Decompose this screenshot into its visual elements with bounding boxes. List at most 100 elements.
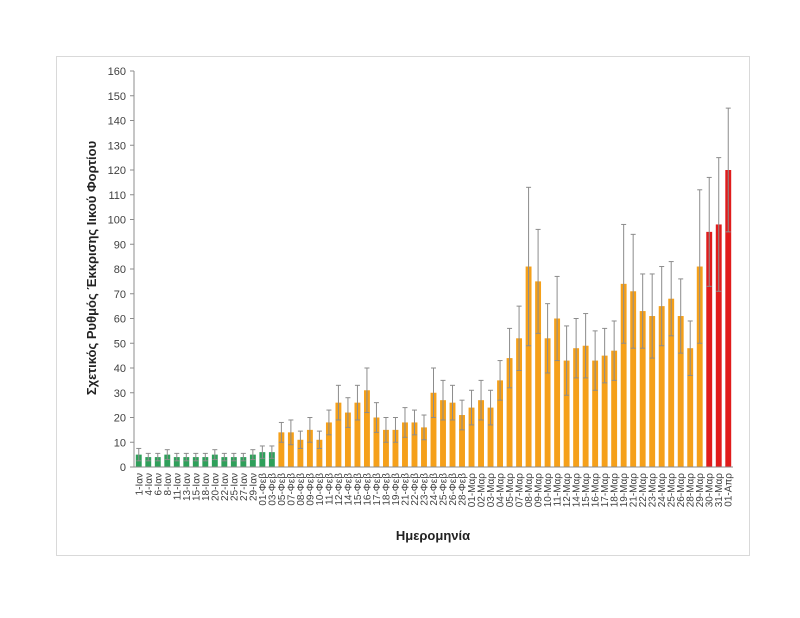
bar xyxy=(554,318,561,467)
x-tick-label: 03-Μαρ xyxy=(486,473,497,508)
bar xyxy=(268,452,275,467)
bar xyxy=(430,392,437,467)
bar xyxy=(668,298,675,467)
bar xyxy=(487,407,494,467)
y-tick-label: 120 xyxy=(108,165,126,177)
x-tick-label: 24-Φεβ xyxy=(429,473,440,506)
bar xyxy=(535,281,542,467)
x-tick-label: 28-Φεβ xyxy=(458,473,469,506)
x-tick-label: 22-Ιαν xyxy=(220,473,231,501)
x-tick-label: 05-Φεβ xyxy=(277,473,288,506)
x-tick-label: 22-Φεβ xyxy=(410,473,421,506)
bar xyxy=(611,350,618,467)
x-tick-label: 16-Μαρ xyxy=(591,473,602,508)
x-tick-label: 30-Μαρ xyxy=(705,473,716,508)
x-tick-label: 09-Μαρ xyxy=(534,473,545,508)
x-tick-label: 10-Μαρ xyxy=(543,473,554,508)
x-tick-label: 29-Μαρ xyxy=(695,473,706,508)
x-tick-label: 21-Φεβ xyxy=(400,473,411,506)
bar xyxy=(630,291,637,467)
x-tick-label: 29-Ιαν xyxy=(248,473,259,501)
x-tick-label: 1-Ιαν xyxy=(134,473,145,495)
x-tick-label: 05-Μαρ xyxy=(505,473,516,508)
bar xyxy=(639,311,646,467)
y-tick-label: 50 xyxy=(114,338,126,350)
y-tick-label: 140 xyxy=(108,116,126,128)
bar xyxy=(544,338,551,467)
x-tick-label: 6-Ιαν xyxy=(153,473,164,495)
x-tick-label: 14-Φεβ xyxy=(343,473,354,506)
bar xyxy=(344,412,351,467)
x-tick-label: 24-Μαρ xyxy=(657,473,668,508)
bar xyxy=(525,266,532,467)
bar xyxy=(506,358,513,467)
x-tick-label: 09-Φεβ xyxy=(305,473,316,506)
x-tick-label: 15-Ιαν xyxy=(191,473,202,501)
x-tick-label: 22-Μαρ xyxy=(638,473,649,508)
bar xyxy=(240,457,247,467)
bar xyxy=(516,338,523,467)
x-tick-label: 18-Μαρ xyxy=(610,473,621,508)
x-axis: 1-Ιαν4-Ιαν6-Ιαν8-Ιαν11-Ιαν13-Ιαν15-Ιαν18… xyxy=(134,466,735,508)
x-tick-label: 19-Φεβ xyxy=(391,473,402,506)
bar xyxy=(154,457,161,467)
x-tick-label: 28-Μαρ xyxy=(686,473,697,508)
bar xyxy=(211,454,218,467)
bar xyxy=(325,422,332,467)
bar xyxy=(687,348,694,467)
bar xyxy=(287,432,294,467)
y-tick-label: 30 xyxy=(114,388,126,400)
bar xyxy=(221,457,228,467)
bar xyxy=(696,266,703,467)
y-tick-label: 110 xyxy=(108,190,126,202)
bar xyxy=(278,432,285,467)
y-tick-label: 70 xyxy=(114,289,126,301)
bar xyxy=(649,316,656,467)
y-axis: 0 10 20 30 40 50 60 70 80 90 100 110 120 130 140 150 160 xyxy=(108,66,135,474)
y-tick-label: 80 xyxy=(114,264,126,276)
x-tick-label: 11-Φεβ xyxy=(324,473,335,505)
bar xyxy=(192,457,199,467)
bar xyxy=(316,439,323,467)
bar xyxy=(183,457,190,467)
x-tick-label: 01-Φεβ xyxy=(258,473,269,506)
x-axis-title: Ημερομηνία xyxy=(396,528,470,543)
x-tick-label: 10-Φεβ xyxy=(315,473,326,506)
x-tick-label: 4-Ιαν xyxy=(144,473,155,495)
x-tick-label: 27-Ιαν xyxy=(239,473,250,501)
bar xyxy=(392,429,399,467)
x-tick-label: 25-Ιαν xyxy=(229,473,240,501)
bar xyxy=(658,306,665,467)
x-tick-label: 07-Φεβ xyxy=(286,473,297,506)
x-tick-label: 17-Φεβ xyxy=(372,473,383,506)
bar xyxy=(383,429,389,467)
x-tick-label: 20-Ιαν xyxy=(210,473,221,501)
bar xyxy=(582,345,589,467)
x-tick-label: 18-Ιαν xyxy=(201,473,212,501)
bar xyxy=(725,170,732,467)
bar xyxy=(202,457,209,467)
x-tick-label: 25-Μαρ xyxy=(667,473,678,508)
bar xyxy=(335,402,342,467)
bar xyxy=(715,224,722,467)
bar xyxy=(706,231,713,467)
x-tick-label: 16-Φεβ xyxy=(362,473,373,506)
error-bars-group xyxy=(136,107,731,462)
y-tick-label: 90 xyxy=(114,239,126,251)
x-tick-label: 08-Μαρ xyxy=(524,473,535,508)
bar xyxy=(373,417,380,467)
bar xyxy=(306,429,313,467)
x-tick-label: 19-Μαρ xyxy=(619,473,630,508)
y-tick-label: 150 xyxy=(108,91,126,103)
x-tick-label: 12-Μαρ xyxy=(562,473,573,508)
bar xyxy=(164,454,171,467)
x-tick-label: 11-Μαρ xyxy=(553,473,564,507)
x-tick-label: 17-Μαρ xyxy=(600,473,611,508)
bar xyxy=(563,360,570,467)
x-tick-label: 31-Μαρ xyxy=(714,473,725,508)
y-tick-label: 160 xyxy=(108,66,126,78)
x-tick-label: 26-Μαρ xyxy=(676,473,687,508)
x-tick-label: 15-Μαρ xyxy=(581,473,592,508)
x-tick-label: 23-Μαρ xyxy=(648,473,659,508)
